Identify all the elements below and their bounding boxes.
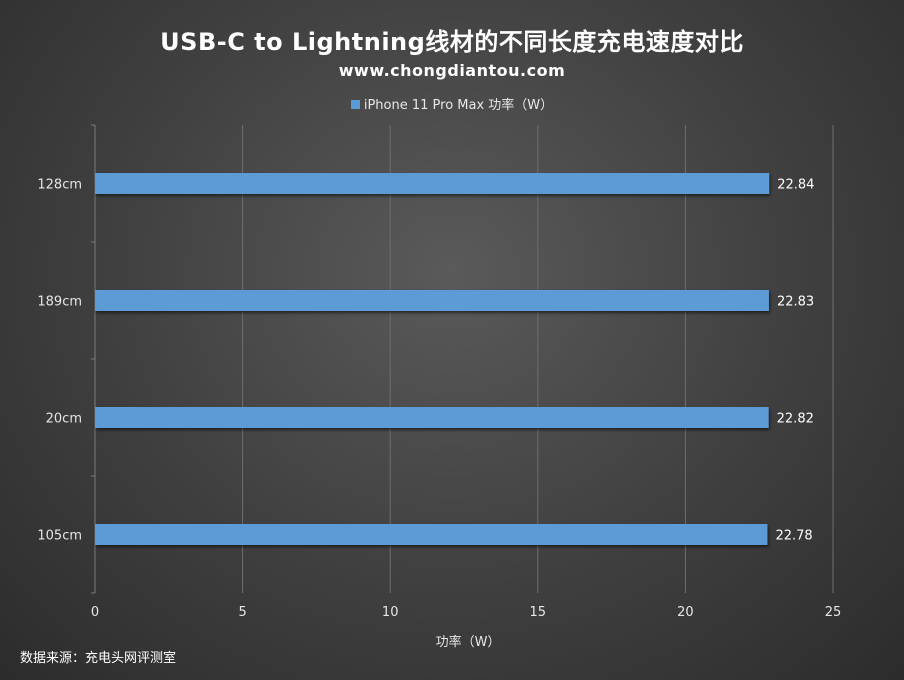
x-tick-label: 10	[382, 605, 399, 620]
x-tick-label: 15	[530, 605, 547, 620]
chart-title: USB-C to Lightning线材的不同长度充电速度对比	[160, 28, 744, 56]
x-tick-label: 5	[238, 605, 246, 620]
legend-label: iPhone 11 Pro Max 功率（W）	[363, 98, 554, 113]
bar	[95, 407, 769, 428]
data-label: 22.83	[777, 295, 814, 310]
legend-swatch	[350, 100, 360, 109]
data-source-note: 数据来源：充电头网评测室	[20, 651, 177, 666]
data-label: 22.82	[777, 412, 814, 427]
bar	[95, 290, 769, 311]
x-axis-title: 功率（W）	[436, 634, 501, 650]
bar	[95, 524, 768, 545]
y-tick-label: 128cm	[37, 178, 82, 193]
x-tick-label: 25	[825, 605, 842, 620]
bar	[95, 173, 770, 194]
x-tick-label: 0	[91, 605, 99, 620]
x-tick-label: 20	[677, 605, 694, 620]
chart-subtitle: www.chongdiantou.com	[338, 61, 566, 80]
y-tick-label: 20cm	[46, 412, 82, 427]
legend: iPhone 11 Pro Max 功率（W）	[0, 94, 904, 113]
y-tick-label: 189cm	[37, 295, 82, 310]
data-label: 22.78	[775, 529, 812, 544]
data-label: 22.84	[777, 178, 814, 193]
y-tick-label: 105cm	[37, 529, 82, 544]
